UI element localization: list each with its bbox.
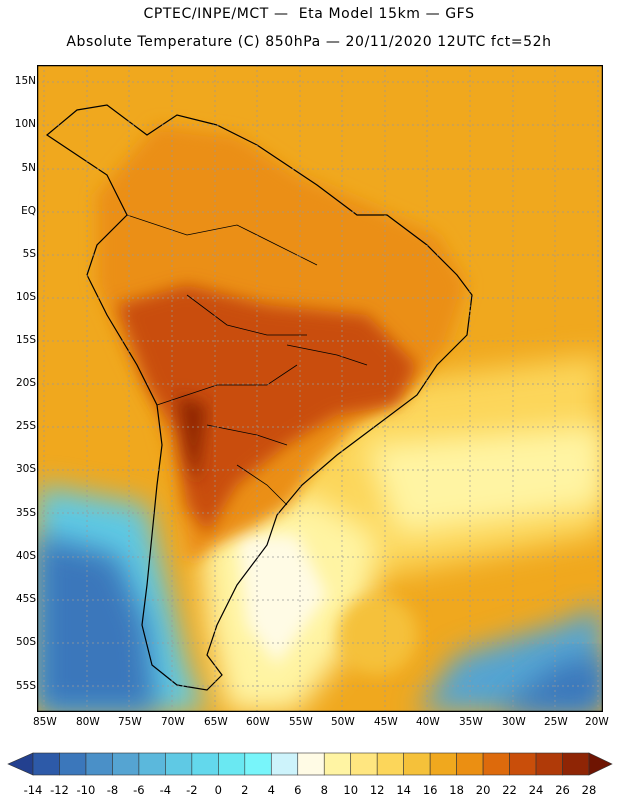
colder-west (37, 535, 157, 712)
colorbar-label: 22 (502, 783, 517, 797)
colorbar-label: 26 (555, 783, 570, 797)
colorbar-min-arrow (7, 752, 34, 776)
lon-label: 30W (502, 716, 526, 728)
colorbar-label: -8 (106, 783, 119, 797)
lat-label: 40S (15, 550, 36, 562)
colorbar-label: -6 (133, 783, 145, 797)
lat-label: 25S (15, 420, 36, 432)
colorbar-label: -10 (76, 783, 96, 797)
colorbar-label: 18 (449, 783, 464, 797)
colorbar-max-arrow (588, 752, 613, 776)
colorbar-cell (429, 752, 457, 776)
colorbar-cell (191, 752, 219, 776)
lat-label: 50S (15, 636, 36, 648)
lat-label: EQ (21, 205, 36, 217)
lon-label: 85W (33, 716, 57, 728)
colorbar-label: 12 (369, 783, 385, 797)
colorbar-label: 8 (320, 783, 328, 797)
lat-label: 10N (14, 118, 36, 130)
lat-label: 5S (22, 248, 36, 260)
colorbar-label: 0 (214, 783, 222, 797)
lat-label: 35S (15, 507, 36, 519)
lon-label: 20W (585, 716, 609, 728)
lat-label: 15N (14, 75, 36, 87)
colorbar-label: 16 (422, 783, 438, 797)
colorbar-cell (85, 752, 113, 776)
colorbar-label: 20 (475, 783, 491, 797)
colorbar-cell (59, 752, 87, 776)
colorbar-label: 6 (294, 783, 302, 797)
colder-southeast (497, 655, 603, 712)
lat-label: 20S (15, 377, 36, 389)
lon-label: 80W (76, 716, 100, 728)
colorbar-cell (350, 752, 378, 776)
lon-label: 25W (544, 716, 568, 728)
temperature-map (37, 65, 603, 712)
lat-label: 10S (15, 291, 36, 303)
colorbar-cell (509, 752, 537, 776)
lon-label: 40W (416, 716, 440, 728)
colorbar-label: -12 (50, 783, 69, 797)
lon-label: 50W (331, 716, 355, 728)
colorbar (7, 752, 613, 776)
grid (37, 65, 603, 712)
lon-label: 45W (374, 716, 398, 728)
colorbar-label: -2 (186, 783, 198, 797)
colorbar-label: 24 (528, 783, 544, 797)
colorbar-label: 4 (267, 783, 275, 797)
colorbar-cell (138, 752, 166, 776)
colorbar-cell (218, 752, 246, 776)
title-line-1: CPTEC/INPE/MCT — Eta Model 15km — GFS (143, 6, 475, 22)
colorbar-label: -4 (159, 783, 172, 797)
colorbar-cell (562, 752, 590, 776)
lon-label: 35W (459, 716, 483, 728)
colorbar-cell (535, 752, 563, 776)
coastline (45, 104, 473, 691)
colorbar-label: 2 (241, 783, 249, 797)
map-frame (37, 65, 603, 712)
lon-label: 75W (118, 716, 142, 728)
lat-label: 30S (15, 463, 36, 475)
colorbar-cell (297, 752, 325, 776)
colorbar-cell (270, 752, 299, 776)
lon-label: 65W (204, 716, 228, 728)
lon-label: 60W (246, 716, 270, 728)
colorbar-label: 10 (343, 783, 359, 797)
hottest-core (177, 395, 207, 485)
lon-label: 55W (289, 716, 313, 728)
lat-label: 15S (15, 334, 36, 346)
hot-core (117, 285, 417, 535)
colorbar-cell (403, 752, 431, 776)
lat-label: 55S (15, 680, 36, 692)
colorbar-cell (32, 752, 60, 776)
colorbar-label: 28 (581, 783, 597, 797)
colorbar-cell (323, 752, 352, 776)
lon-label: 70W (161, 716, 185, 728)
colorbar-cell (482, 752, 510, 776)
mild-band (367, 425, 603, 535)
lat-label: 5N (21, 162, 36, 174)
warm-eddy (337, 595, 417, 675)
colorbar-cell (165, 752, 193, 776)
colorbar-cell (376, 752, 404, 776)
colorbar-label: 14 (396, 783, 411, 797)
colorbar-label: -14 (23, 783, 43, 797)
colorbar-cell (456, 752, 484, 776)
colorbar-cell (244, 752, 272, 776)
colorbar-cell (112, 752, 140, 776)
title-line-2: Absolute Temperature (C) 850hPa — 20/11/… (66, 34, 552, 50)
lat-label: 45S (15, 593, 36, 605)
